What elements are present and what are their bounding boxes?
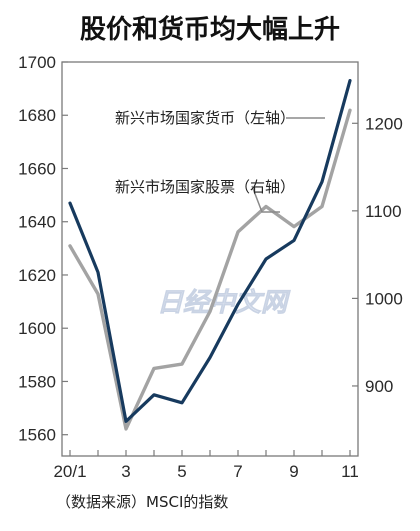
x-tick-label: 11 [341,462,359,481]
y-left-axis: 1560 1580 1600 1620 1640 1660 1680 1700 [18,53,68,445]
y-right-axis: 900 1000 1100 1200 [352,114,403,396]
x-tick-label: 7 [233,462,242,481]
y-left-tick-label: 1680 [18,106,56,125]
y-left-tick-label: 1560 [18,426,56,445]
y-left-tick-label: 1700 [18,53,56,72]
source-note: （数据来源）MSCI的指数 [56,493,228,511]
y-right-tick-label: 1200 [365,114,403,133]
y-left-tick-label: 1580 [18,372,56,391]
watermark: 日经中文网 [157,288,291,318]
legend-currency: 新兴市场国家货币（左轴） [115,109,295,127]
y-left-tick-label: 1600 [18,319,56,338]
x-tick-label: 9 [289,462,298,481]
legend-leader-stocks [251,185,280,213]
series-layer [68,78,352,431]
series-line-stocks [68,108,352,431]
y-right-tick-label: 900 [365,377,393,396]
x-tick-label: 20/1 [53,462,86,481]
y-right-tick-label: 1000 [365,289,403,308]
chart-title: 股价和货币均大幅上升 [80,14,340,45]
x-axis: 20/1 3 5 7 9 11 [53,450,359,481]
y-left-tick-label: 1640 [18,213,56,232]
series-line-currency [68,78,352,423]
x-tick-label: 5 [177,462,186,481]
y-left-tick-label: 1660 [18,159,56,178]
y-right-tick-label: 1100 [365,202,402,221]
y-left-tick-label: 1620 [18,266,56,285]
legend-stocks: 新兴市场国家股票（右轴） [115,178,295,196]
x-tick-label: 3 [121,462,130,481]
